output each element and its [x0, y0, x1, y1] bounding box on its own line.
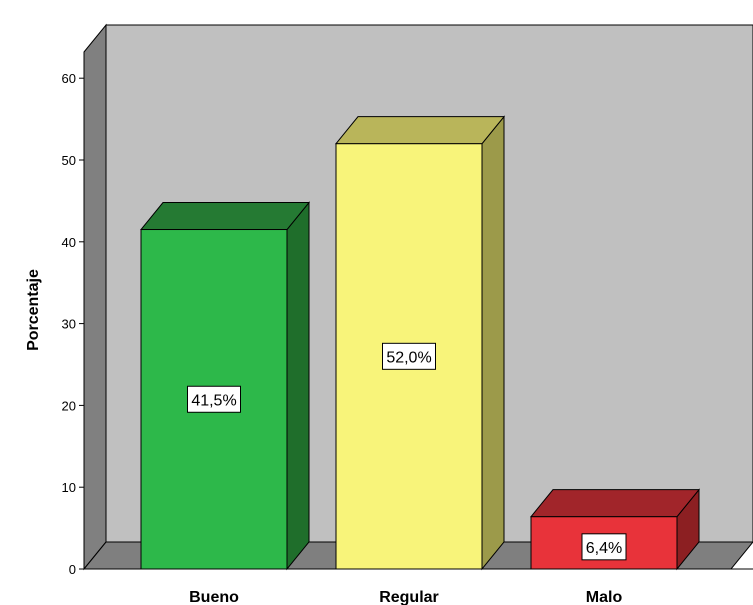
data-label-box	[187, 385, 241, 413]
bar-side	[286, 201, 310, 571]
bar-bueno: 41,5%	[139, 201, 311, 571]
data-label: 52,0%	[386, 349, 431, 366]
x-category-label: Bueno	[189, 589, 239, 605]
bar-malo: 6,4%	[529, 488, 701, 571]
bar-top	[139, 202, 311, 231]
chart-left-wall	[83, 23, 107, 571]
bar-side	[481, 115, 505, 571]
data-label-box	[382, 342, 436, 370]
data-label: 41,5%	[191, 392, 236, 409]
bar-regular: 52,0%	[334, 115, 506, 571]
x-axis-labels: Bueno Regular Malo	[189, 589, 622, 605]
bars-group: 41,5% 52,0% 6,4%	[139, 115, 701, 571]
bar-top	[334, 116, 506, 145]
y-tick-label: 0	[69, 562, 76, 577]
bar-top	[529, 489, 701, 518]
y-tick-label: 30	[62, 317, 76, 332]
x-category-label: Malo	[586, 589, 623, 605]
y-tick-label: 50	[62, 153, 76, 168]
y-tick-label: 20	[62, 398, 76, 413]
data-label: 6,4%	[586, 540, 622, 557]
y-tick-label: 10	[62, 480, 76, 495]
y-tick-label: 40	[62, 235, 76, 250]
y-axis-title: Porcentaje	[25, 269, 42, 351]
data-label-box	[581, 533, 627, 561]
y-tick-label: 60	[62, 71, 76, 86]
x-category-label: Regular	[379, 589, 439, 605]
